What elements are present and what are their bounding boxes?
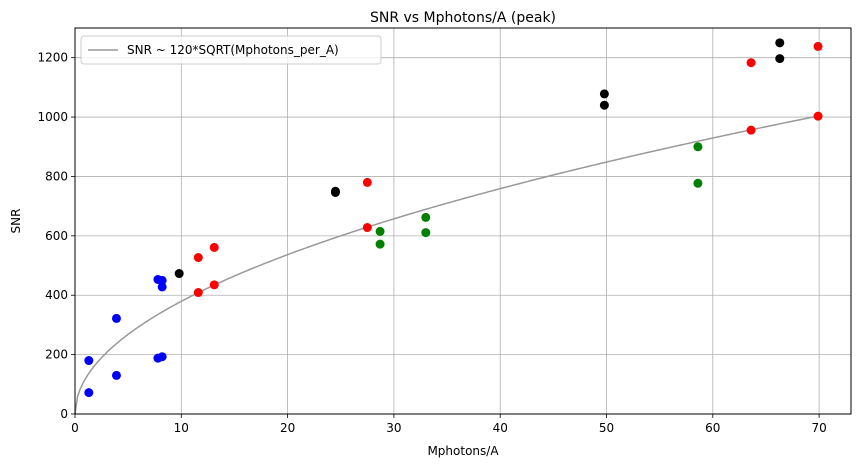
data-point	[174, 269, 184, 279]
data-point	[157, 275, 167, 285]
data-point	[693, 142, 703, 152]
legend: SNR ~ 120*SQRT(Mphotons_per_A)	[80, 35, 382, 65]
y-tick-label: 400	[45, 288, 68, 302]
data-point	[813, 41, 823, 51]
x-tick-label: 30	[386, 421, 401, 435]
x-tick-label: 40	[493, 421, 508, 435]
x-tick-label: 70	[811, 421, 826, 435]
y-tick-label: 1000	[37, 110, 68, 124]
y-tick-label: 200	[45, 348, 68, 362]
data-point	[84, 388, 94, 398]
x-tick-label: 20	[280, 421, 295, 435]
x-tick-label: 60	[705, 421, 720, 435]
data-point	[599, 100, 609, 110]
x-tick-label: 50	[599, 421, 614, 435]
data-point	[746, 125, 756, 135]
y-tick-label: 600	[45, 229, 68, 243]
data-point	[111, 313, 121, 323]
y-axis-ticks: 0 200 400 600 800 1000 1200	[37, 51, 75, 421]
data-point	[693, 178, 703, 188]
data-point	[193, 253, 203, 263]
data-points	[84, 38, 823, 398]
data-point	[330, 187, 340, 197]
data-point	[775, 54, 785, 64]
y-tick-label: 1200	[37, 51, 68, 65]
data-point	[421, 212, 431, 222]
data-point	[111, 370, 121, 380]
x-tick-label: 0	[71, 421, 79, 435]
chart-title: SNR vs Mphotons/A (peak)	[370, 10, 556, 26]
data-point	[362, 177, 372, 187]
legend-box	[80, 35, 382, 65]
y-axis-label: SNR	[9, 209, 23, 234]
fit-curve-line	[74, 115, 820, 415]
y-tick-label: 0	[60, 407, 68, 421]
data-point	[375, 226, 385, 236]
data-point	[84, 356, 94, 366]
data-point	[746, 58, 756, 68]
data-point	[209, 280, 219, 290]
data-point	[599, 89, 609, 99]
data-point	[775, 38, 785, 48]
data-point	[193, 288, 203, 298]
grid	[74, 28, 851, 415]
data-point	[209, 242, 219, 252]
x-axis-ticks: 0 10 20 30 40 50 60 70	[71, 414, 827, 435]
data-point	[421, 228, 431, 238]
x-tick-label: 10	[174, 421, 189, 435]
data-point	[157, 282, 167, 292]
data-point	[813, 111, 823, 121]
data-point	[375, 239, 385, 249]
x-axis-label: Mphotons/A	[427, 444, 499, 458]
data-point	[362, 223, 372, 233]
data-point	[157, 352, 167, 362]
curve-layer	[74, 115, 820, 415]
legend-label: SNR ~ 120*SQRT(Mphotons_per_A)	[127, 43, 339, 57]
plot-frame	[74, 27, 852, 415]
y-tick-label: 800	[45, 169, 68, 183]
